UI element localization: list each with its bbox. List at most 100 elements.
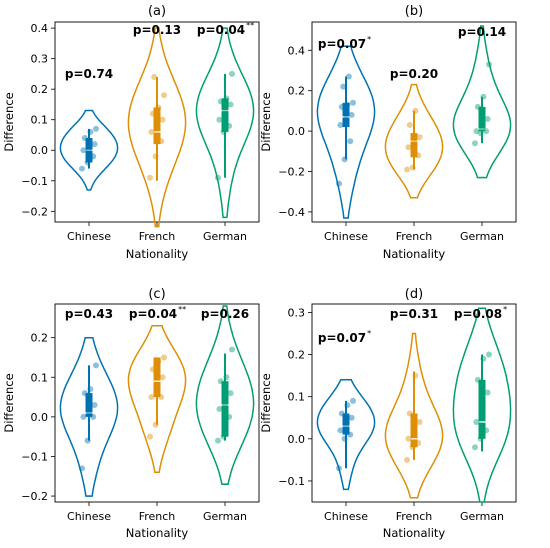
data-point [154, 382, 160, 389]
data-point [222, 401, 228, 408]
violin-french [127, 27, 187, 228]
x-tick-label: German [460, 510, 504, 523]
data-point [415, 152, 422, 159]
data-point [90, 153, 97, 160]
x-tick-label: German [203, 510, 247, 523]
data-point [80, 147, 87, 154]
data-point [215, 437, 221, 444]
y-tick-label: 0.1 [288, 391, 306, 404]
data-point [216, 405, 223, 412]
x-axis-label: Nationality [126, 526, 189, 540]
x-tick-label: German [203, 230, 247, 243]
violin-chinese [316, 379, 376, 491]
p-value-label: p=0.14 [458, 25, 506, 39]
data-point [336, 180, 342, 187]
data-point [350, 397, 356, 404]
violin-french [127, 325, 187, 474]
data-point [91, 141, 98, 148]
data-point [484, 115, 491, 122]
iqr-box-german [221, 98, 229, 132]
p-value-label: p=0.13 [133, 23, 181, 37]
data-point [151, 73, 158, 80]
y-tick-label: 0.0 [31, 411, 49, 424]
y-tick-label: 0.3 [31, 53, 49, 66]
data-point [404, 166, 410, 173]
data-point [477, 130, 484, 137]
data-point [90, 413, 97, 420]
p-value-stars: * [367, 35, 371, 44]
data-point [405, 435, 412, 442]
x-tick-label: French [396, 230, 433, 243]
data-point [158, 394, 165, 401]
data-point [348, 414, 355, 421]
violin-german [452, 307, 512, 503]
y-axis-label: Difference [259, 373, 273, 432]
violin-french [384, 83, 444, 199]
x-tick-label: Chinese [67, 510, 111, 523]
data-point [81, 135, 88, 142]
data-point [336, 465, 342, 472]
p-value-stars: * [503, 305, 507, 314]
iqr-box-french [410, 413, 418, 448]
data-point [93, 125, 99, 132]
data-point [226, 413, 233, 420]
data-point [159, 374, 166, 381]
data-point [409, 164, 416, 171]
p-value-label: p=0.04 [129, 307, 177, 321]
data-point [155, 104, 162, 111]
y-tick-label: 0.0 [288, 125, 306, 138]
data-point [161, 92, 167, 99]
y-tick-label: −0.1 [278, 475, 305, 488]
data-point [149, 110, 156, 117]
p-value-label: p=0.07 [318, 37, 366, 51]
data-point [152, 153, 159, 160]
data-point [86, 409, 92, 416]
panel-c: (c) −0.2 −0.1 0.0 0.1 0.2 Difference Chinese Fre… [2, 287, 260, 540]
data-point [161, 354, 167, 361]
data-point [347, 138, 354, 145]
iqr-box-chinese [342, 102, 350, 128]
iqr-box-french [410, 133, 418, 158]
data-point [215, 174, 221, 181]
p-value-label: p=0.20 [390, 67, 438, 81]
data-point [473, 128, 480, 135]
y-tick-label: −0.1 [21, 175, 48, 188]
data-point [480, 93, 487, 100]
data-point [217, 98, 224, 105]
data-point [412, 372, 419, 379]
y-tick-label: 0.0 [31, 144, 49, 157]
data-point [223, 374, 230, 381]
data-point [479, 402, 485, 409]
p-value-stars: ** [178, 305, 186, 314]
data-point [411, 138, 417, 145]
panel-title: (d) [405, 287, 423, 302]
data-point [86, 147, 92, 154]
data-point [477, 435, 484, 442]
data-point [229, 70, 235, 77]
x-tick-label: Chinese [324, 510, 368, 523]
data-point [227, 390, 234, 397]
panel-a: (a) −0.2 −0.1 0.0 0.1 0.2 0.3 0.4 Difference Chin… [2, 4, 260, 261]
p-value-stars: ** [246, 21, 254, 30]
data-point [412, 107, 419, 114]
y-tick-label: 0.4 [288, 44, 306, 57]
data-point [226, 122, 233, 129]
panel-b: (b) −0.4 −0.2 0.0 0.2 0.4 Difference Chinese Fre… [259, 4, 517, 261]
y-tick-label: 0.1 [31, 371, 49, 384]
violin-chinese [59, 109, 119, 191]
data-point [405, 144, 412, 151]
data-point [411, 427, 417, 434]
panel-title: (c) [148, 287, 165, 302]
data-point [415, 440, 422, 447]
data-point [155, 358, 162, 365]
data-point [84, 159, 91, 166]
data-point [480, 355, 487, 362]
data-point [337, 427, 344, 434]
data-point [148, 394, 155, 401]
iqr-box-chinese [85, 393, 93, 417]
y-tick-label: 0.2 [288, 349, 306, 362]
p-value-stars: * [367, 329, 371, 338]
violin-chinese [59, 336, 119, 497]
data-point [220, 433, 227, 440]
x-tick-label: French [139, 230, 176, 243]
